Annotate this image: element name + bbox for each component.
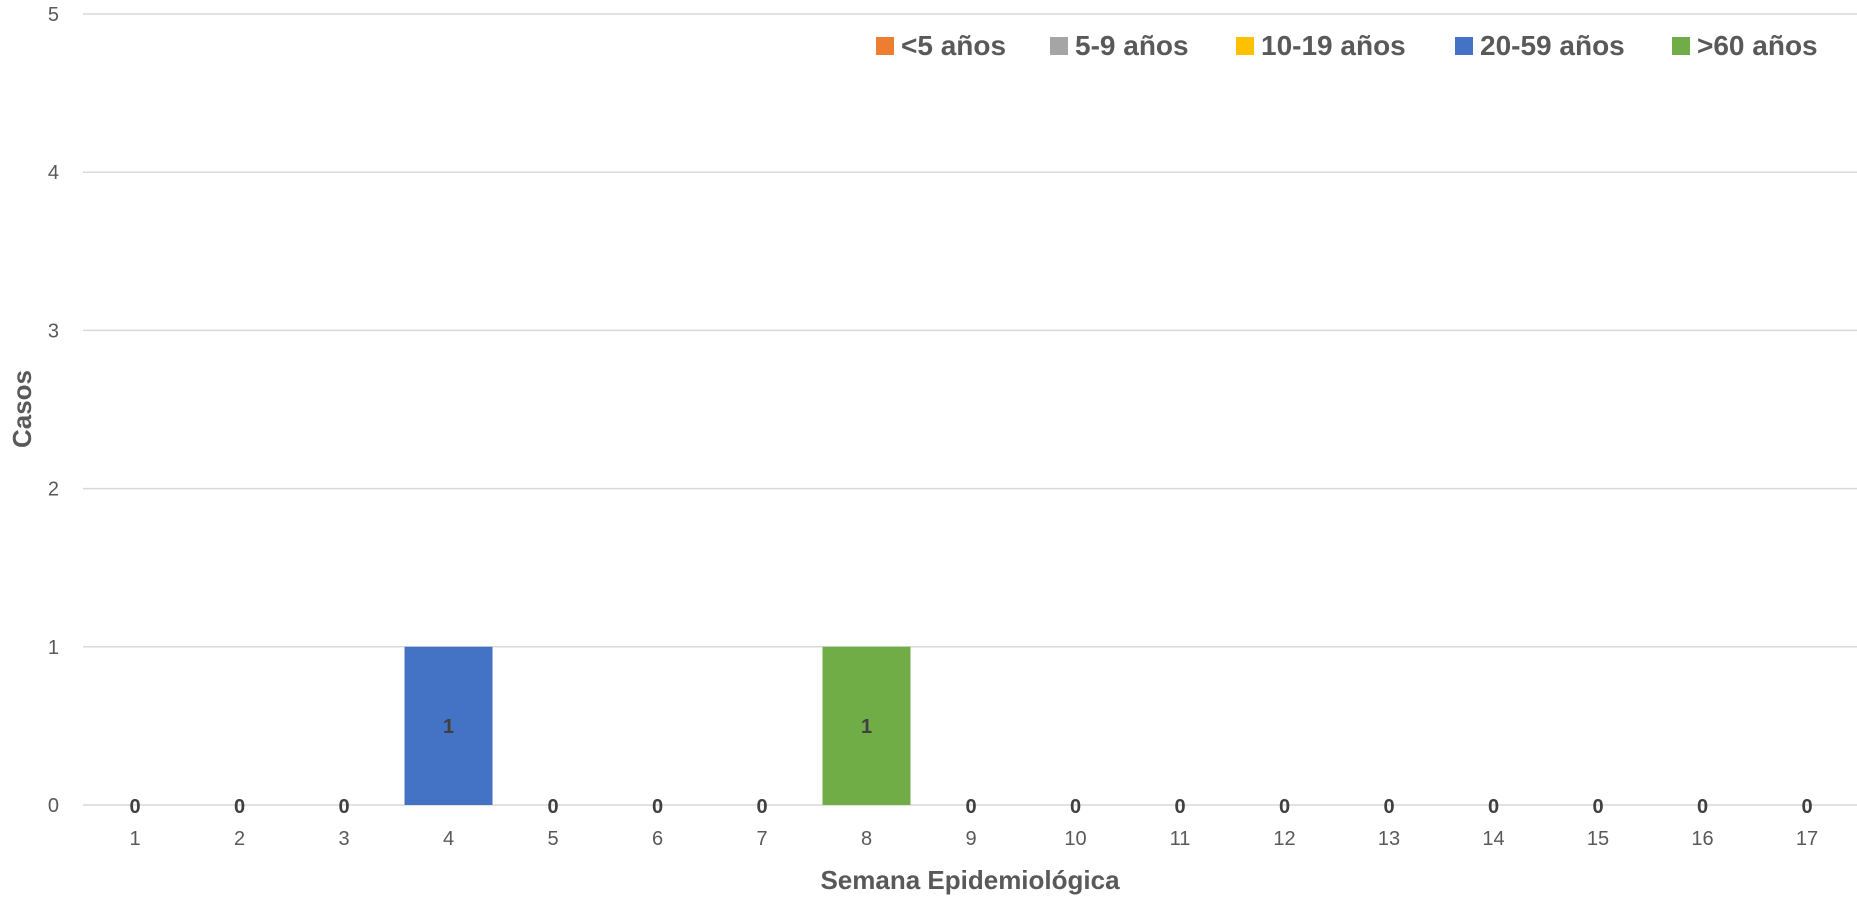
legend-label: 10-19 años bbox=[1261, 30, 1406, 61]
y-tick-label: 4 bbox=[48, 162, 59, 184]
bar bbox=[404, 646, 493, 805]
x-tick-label: 1 bbox=[129, 828, 140, 850]
x-tick-label: 16 bbox=[1691, 828, 1713, 850]
zero-value-label: 0 bbox=[1592, 796, 1603, 818]
zero-value-label: 0 bbox=[1383, 796, 1394, 818]
zero-value-label: 0 bbox=[1279, 796, 1290, 818]
legend-swatch bbox=[876, 37, 894, 55]
x-tick-label: 10 bbox=[1064, 828, 1086, 850]
zero-value-label: 0 bbox=[1801, 796, 1812, 818]
x-tick-label: 6 bbox=[652, 828, 663, 850]
bar-value-label: 1 bbox=[443, 716, 454, 738]
legend: <5 años 5-9 años 10-19 años 20-59 años >60 a… bbox=[876, 30, 1818, 61]
legend-swatch bbox=[1672, 37, 1690, 55]
legend-label: 5-9 años bbox=[1075, 30, 1189, 61]
x-tick-label: 4 bbox=[443, 828, 454, 850]
zero-value-label: 0 bbox=[756, 796, 767, 818]
bars bbox=[404, 646, 911, 805]
y-tick-label: 2 bbox=[48, 479, 59, 501]
x-tick-label: 12 bbox=[1273, 828, 1295, 850]
y-tick-label: 0 bbox=[48, 795, 59, 817]
data-labels: 0 0 0 1 0 0 0 1 0 0 0 0 0 0 0 0 0 bbox=[129, 716, 1812, 818]
y-tick-label: 3 bbox=[48, 320, 59, 342]
bar-value-label: 1 bbox=[861, 716, 872, 738]
x-tick-label: 14 bbox=[1482, 828, 1504, 850]
x-tick-label: 15 bbox=[1587, 828, 1609, 850]
zero-value-label: 0 bbox=[1697, 796, 1708, 818]
x-tick-label: 5 bbox=[547, 828, 558, 850]
x-tick-label: 13 bbox=[1378, 828, 1400, 850]
legend-swatch bbox=[1050, 37, 1068, 55]
x-tick-label: 11 bbox=[1170, 828, 1191, 850]
zero-value-label: 0 bbox=[1488, 796, 1499, 818]
y-axis-ticks: 0 1 2 3 4 5 bbox=[48, 4, 59, 817]
x-tick-label: 2 bbox=[234, 828, 245, 850]
bar bbox=[822, 646, 911, 805]
zero-value-label: 0 bbox=[1174, 796, 1185, 818]
x-axis-title: Semana Epidemiológica bbox=[820, 865, 1120, 895]
legend-label: 20-59 años bbox=[1480, 30, 1625, 61]
zero-value-label: 0 bbox=[234, 796, 245, 818]
x-tick-label: 17 bbox=[1796, 828, 1818, 850]
y-tick-label: 1 bbox=[48, 637, 59, 659]
y-tick-label: 5 bbox=[48, 4, 59, 26]
legend-label: <5 años bbox=[901, 30, 1006, 61]
zero-value-label: 0 bbox=[129, 796, 140, 818]
x-tick-label: 8 bbox=[861, 828, 872, 850]
zero-value-label: 0 bbox=[652, 796, 663, 818]
zero-value-label: 0 bbox=[338, 796, 349, 818]
x-axis-ticks: 1 2 3 4 5 6 7 8 9 10 11 12 13 14 15 16 17 bbox=[129, 828, 1818, 850]
zero-value-label: 0 bbox=[965, 796, 976, 818]
gridlines bbox=[83, 13, 1857, 806]
zero-value-label: 0 bbox=[1070, 796, 1081, 818]
y-axis-title: Casos bbox=[7, 370, 37, 448]
x-tick-label: 9 bbox=[965, 828, 976, 850]
x-tick-label: 7 bbox=[756, 828, 767, 850]
legend-label: >60 años bbox=[1697, 30, 1818, 61]
legend-swatch bbox=[1455, 37, 1473, 55]
legend-swatch bbox=[1236, 37, 1254, 55]
zero-value-label: 0 bbox=[547, 796, 558, 818]
x-tick-label: 3 bbox=[338, 828, 349, 850]
